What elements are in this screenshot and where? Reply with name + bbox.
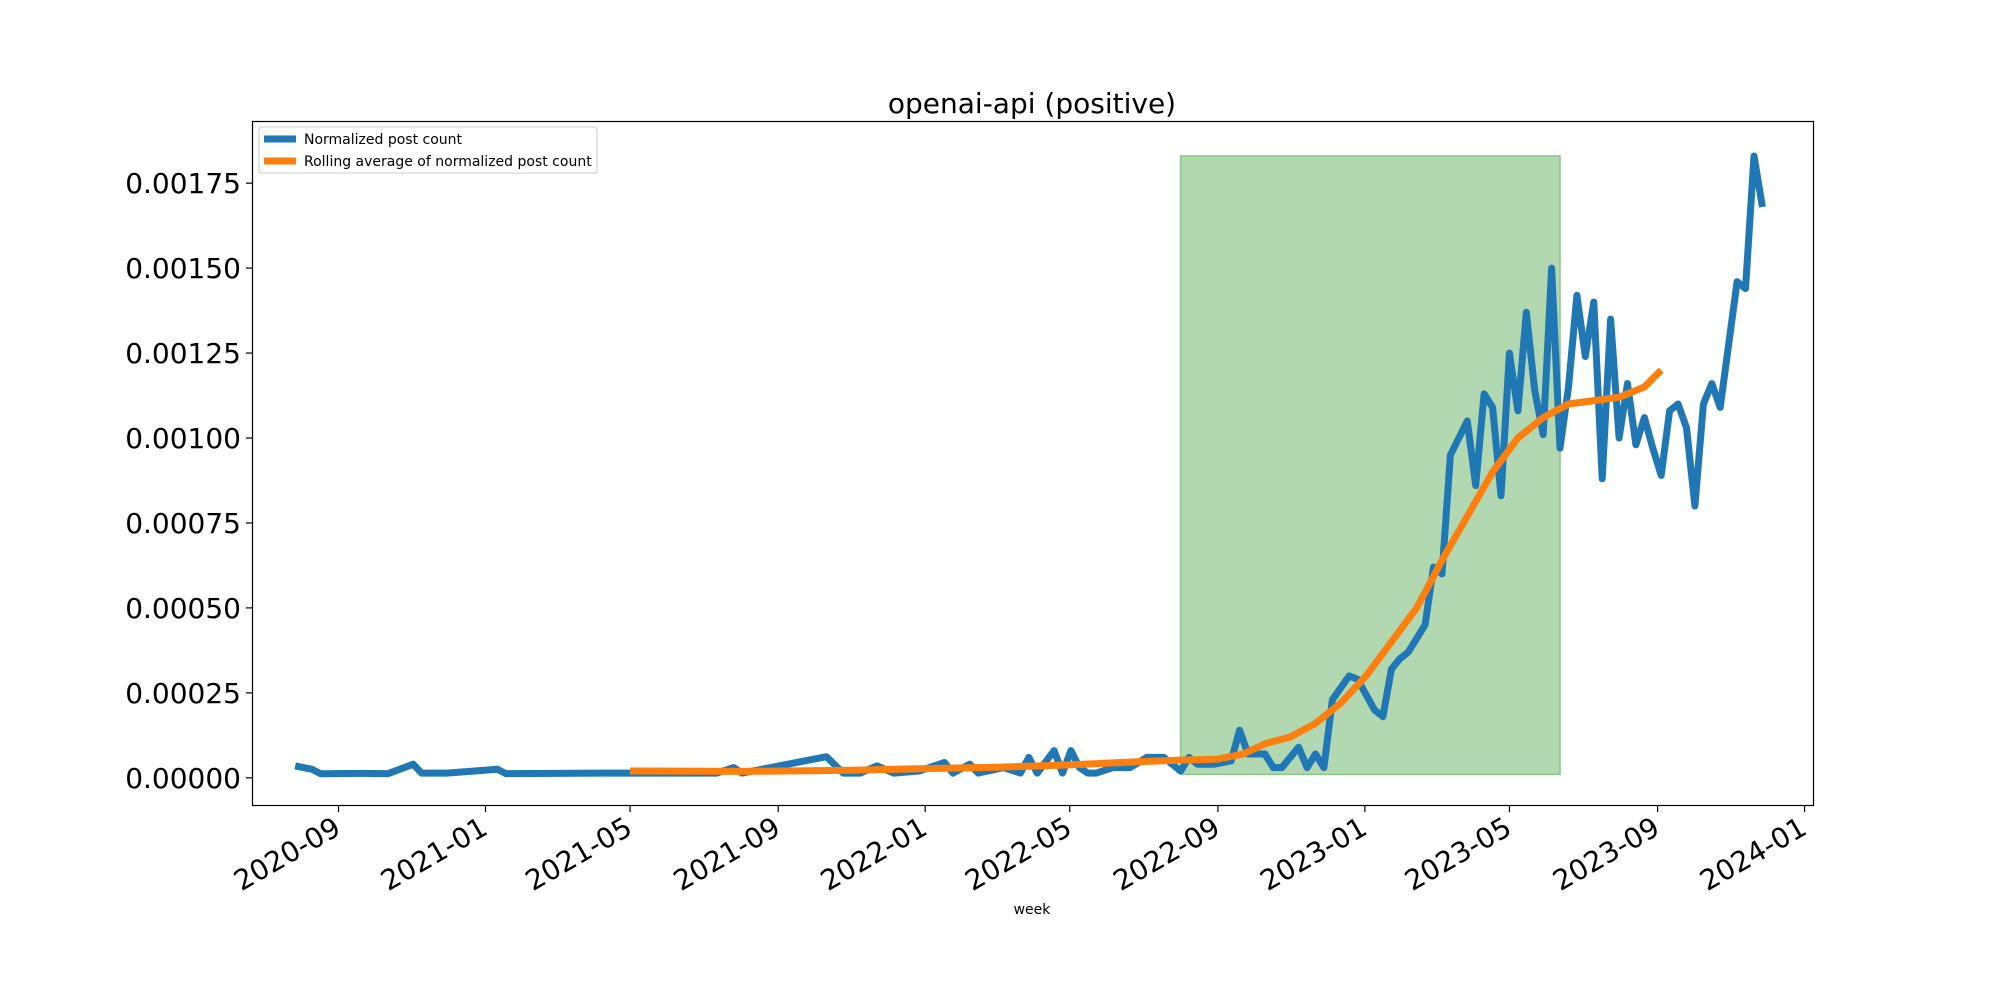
legend: Normalized post count Rolling average of… bbox=[258, 126, 598, 174]
y-tick-label: 0.00100 bbox=[125, 422, 241, 455]
y-tick-label: 0.00050 bbox=[125, 592, 241, 625]
x-tick-label: 2023-01 bbox=[1255, 810, 1373, 897]
y-tick-label: 0.00075 bbox=[125, 507, 241, 540]
legend-label-rolling-average: Rolling average of normalized post count bbox=[304, 154, 592, 170]
y-tick-label: 0.00000 bbox=[125, 762, 241, 795]
x-tick-label: 2022-01 bbox=[815, 810, 933, 897]
x-tick-label: 2023-05 bbox=[1399, 810, 1517, 897]
series-line-rolling-average bbox=[630, 367, 1664, 775]
y-axis-ticks: 0.00000 0.00025 0.00050 0.00075 0.00100 0.001… bbox=[125, 167, 253, 795]
x-tick-label: 2024-01 bbox=[1694, 810, 1812, 897]
x-tick-label: 2021-09 bbox=[668, 810, 786, 897]
x-tick-label: 2021-05 bbox=[520, 810, 638, 897]
y-tick-label: 0.00025 bbox=[125, 677, 241, 710]
y-tick-label: 0.00125 bbox=[125, 337, 241, 370]
plot-frame bbox=[251, 120, 1815, 807]
y-tick-label: 0.00150 bbox=[125, 252, 241, 285]
x-tick-label: 2021-01 bbox=[375, 810, 493, 897]
y-tick-label: 0.00175 bbox=[125, 167, 241, 200]
x-tick-label: 2020-09 bbox=[228, 810, 346, 897]
x-axis-label: week bbox=[1014, 902, 1052, 918]
chart-title: openai-api (positive) bbox=[888, 87, 1176, 120]
x-tick-label: 2022-09 bbox=[1108, 810, 1226, 897]
legend-label-normalized-post-count: Normalized post count bbox=[304, 132, 463, 148]
x-axis-ticks: 2020-09 2021-01 2021-05 2021-09 2022-01 2022-… bbox=[228, 805, 1812, 898]
x-tick-label: 2023-09 bbox=[1547, 810, 1665, 897]
x-tick-label: 2022-05 bbox=[959, 810, 1077, 897]
legend-box bbox=[258, 126, 598, 174]
series-lines-layer bbox=[294, 152, 1766, 778]
